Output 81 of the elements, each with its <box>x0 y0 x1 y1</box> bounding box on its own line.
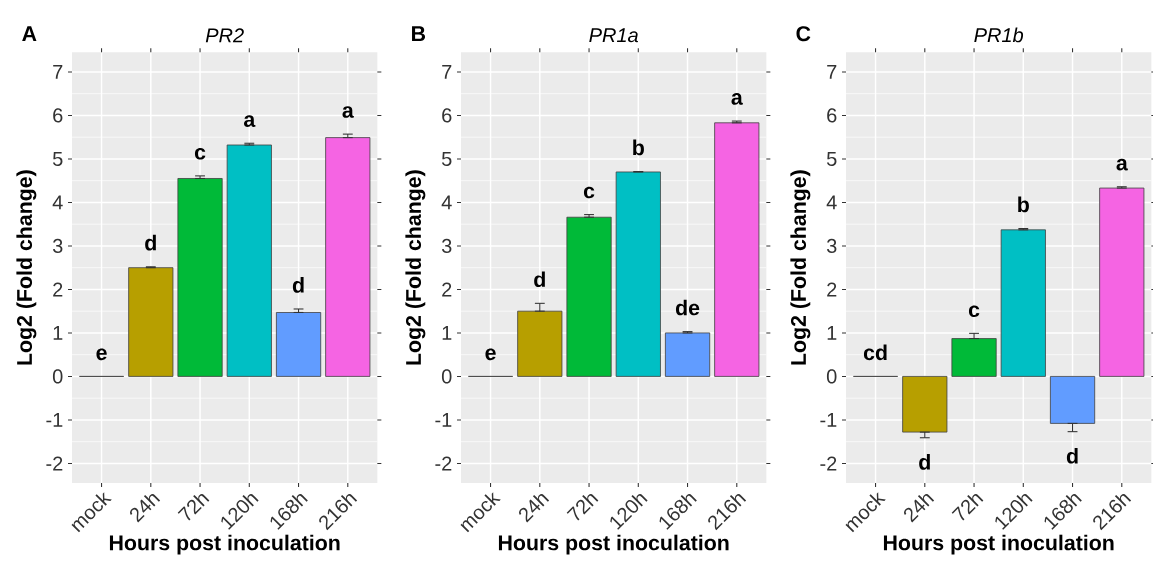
chart-title: PR1b <box>974 27 1024 43</box>
annotation: e <box>96 348 107 361</box>
y-tick-label: 1 <box>53 326 63 340</box>
annotation: cd <box>863 344 887 361</box>
y-tick-label: 0 <box>826 369 837 384</box>
annotation: a <box>731 93 743 105</box>
y-tick-label: 5 <box>441 151 452 166</box>
y-tick-label: -2 <box>435 456 452 471</box>
x-axis-title: Hours post inoculation <box>498 534 729 555</box>
x-tick-label: 24h <box>130 494 161 523</box>
bar <box>226 144 272 377</box>
y-tick-label: 5 <box>52 151 63 166</box>
bar <box>1099 187 1145 377</box>
x-tick-label: 72h <box>177 494 210 521</box>
annotation: c <box>194 147 206 160</box>
annotation: e <box>485 348 496 361</box>
x-tick-label: 24h <box>904 494 935 523</box>
annotation: b <box>1018 196 1029 213</box>
y-tick-label: 3 <box>441 238 452 253</box>
y-tick-label: -2 <box>820 456 837 471</box>
y-axis-title: Log2 (Fold change) <box>16 170 37 365</box>
x-tick-label: 72h <box>566 494 599 521</box>
annotation: a <box>342 106 354 118</box>
bar <box>951 338 997 377</box>
bar <box>902 376 948 433</box>
y-tick-label: 3 <box>826 238 837 253</box>
annotation: c <box>968 305 980 318</box>
annotation: d <box>1066 447 1078 464</box>
annotation: b <box>633 139 644 156</box>
y-tick-label: 7 <box>442 65 452 79</box>
y-tick-label: 7 <box>827 65 837 79</box>
annotation: a <box>1116 158 1128 171</box>
bar <box>1000 229 1046 377</box>
annotation: d <box>145 234 156 251</box>
text: B <box>412 26 426 42</box>
y-tick-label: 1 <box>442 326 452 340</box>
bar <box>275 312 322 377</box>
y-tick-label: -1 <box>46 413 63 427</box>
y-tick-label: 4 <box>52 195 63 210</box>
y-tick-label: 2 <box>53 282 63 297</box>
chart-title: PR1a <box>589 28 638 43</box>
y-tick-label: 6 <box>442 108 452 123</box>
y-tick-label: 3 <box>52 238 63 253</box>
bar <box>566 216 612 377</box>
text: A <box>22 26 37 42</box>
bar <box>615 171 661 377</box>
y-tick-label: 5 <box>826 151 837 166</box>
y-tick-label: 1 <box>827 326 837 340</box>
x-axis-title: Hours post inoculation <box>109 534 340 555</box>
y-tick-label: -2 <box>46 456 63 471</box>
bar <box>177 178 223 377</box>
x-axis-title: Hours post inoculation <box>883 534 1114 555</box>
bar <box>664 332 711 377</box>
y-tick-label: 4 <box>441 195 452 210</box>
chart-title: PR2 <box>205 28 244 43</box>
annotation: d <box>919 454 930 470</box>
text: C <box>796 26 811 42</box>
bar <box>128 267 174 377</box>
y-tick-label: 0 <box>52 369 63 384</box>
y-tick-label: 7 <box>53 65 63 79</box>
y-tick-label: 6 <box>53 108 63 123</box>
y-tick-label: 0 <box>441 369 452 384</box>
x-tick-label: 72h <box>951 494 984 521</box>
y-axis-title: Log2 (Fold change) <box>790 170 811 365</box>
y-axis-title: Log2 (Fold change) <box>405 170 426 365</box>
bar <box>1049 376 1096 424</box>
y-tick-label: -1 <box>435 413 452 427</box>
bar <box>714 122 760 377</box>
annotation: a <box>243 115 256 127</box>
y-tick-label: 2 <box>827 282 837 297</box>
bar <box>517 310 563 377</box>
y-tick-label: 4 <box>826 195 837 210</box>
y-tick-label: 2 <box>442 282 452 297</box>
annotation: de <box>675 299 700 316</box>
bar <box>325 137 371 377</box>
annotation: c <box>583 186 595 199</box>
y-tick-label: -1 <box>820 413 837 427</box>
annotation: d <box>534 271 545 288</box>
x-tick-label: 24h <box>519 494 550 523</box>
y-tick-label: 6 <box>827 108 837 123</box>
annotation: d <box>292 277 304 293</box>
